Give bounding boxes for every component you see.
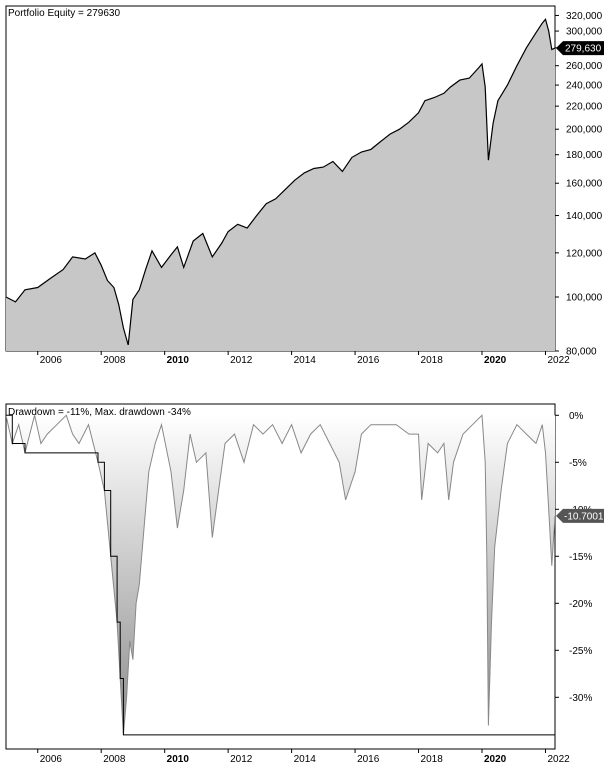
equity-x-tick-label: 2018 bbox=[421, 355, 444, 366]
drawdown-x-tick-label: 2012 bbox=[230, 754, 253, 765]
equity-y-tick-label: 300,000 bbox=[566, 27, 603, 38]
drawdown-x-tick-label: 2010 bbox=[167, 754, 190, 765]
equity-y-tick-label: 260,000 bbox=[566, 61, 603, 72]
drawdown-x-tick-label: 2018 bbox=[421, 754, 444, 765]
equity-line bbox=[6, 18, 555, 346]
drawdown-x-tick-label: 2006 bbox=[40, 754, 63, 765]
equity-title: Portfolio Equity = 279630 bbox=[8, 8, 120, 19]
drawdown-line bbox=[6, 414, 555, 735]
equity-y-tick-label: 240,000 bbox=[566, 81, 603, 92]
drawdown-panel: 0%-5%-10%-15%-20%-25%-30% 20062008201020… bbox=[5, 403, 604, 765]
equity-badge-shape bbox=[556, 41, 604, 56]
equity-panel: 80,000 100,000 120,000 140,000 160,000 180,00… bbox=[5, 5, 604, 366]
equity-y-tick-label: 100,000 bbox=[566, 292, 603, 303]
equity-y-tick-label: 180,000 bbox=[566, 150, 603, 161]
equity-x-axis: 2006 2008 2010 2012 2014 2016 2018 2020 2022 bbox=[37, 351, 570, 366]
equity-marks bbox=[6, 18, 555, 351]
equity-x-tick-label: 2014 bbox=[294, 355, 317, 366]
equity-x-tick-label: 2016 bbox=[357, 355, 380, 366]
drawdown-marks bbox=[6, 414, 555, 736]
equity-x-tick-label: 2008 bbox=[103, 355, 126, 366]
equity-badge-label: 279,630 bbox=[565, 44, 602, 55]
drawdown-last-value-badge: -10.7001 bbox=[556, 508, 604, 523]
drawdown-badge-label: -10.7001 bbox=[564, 511, 604, 522]
drawdown-area bbox=[6, 415, 555, 735]
drawdown-badge-shape bbox=[556, 508, 604, 523]
equity-x-tick-label: 2022 bbox=[547, 355, 570, 366]
drawdown-x-tick-label: 2022 bbox=[547, 754, 570, 765]
equity-y-tick-label: 160,000 bbox=[566, 179, 603, 190]
drawdown-y-tick-label: -15% bbox=[569, 552, 592, 563]
equity-x-tick-label: 2020 bbox=[484, 355, 507, 366]
drawdown-y-tick-label: -20% bbox=[569, 599, 592, 610]
drawdown-plot-frame bbox=[5, 403, 556, 750]
drawdown-y-axis: 0%-5%-10%-15%-20%-25%-30% bbox=[555, 411, 592, 704]
equity-y-tick-label: 200,000 bbox=[566, 125, 603, 136]
equity-y-axis: 80,000 100,000 120,000 140,000 160,000 180,00… bbox=[555, 11, 603, 358]
drawdown-x-tick-label: 2016 bbox=[357, 754, 380, 765]
equity-area bbox=[6, 19, 555, 351]
drawdown-x-tick-label: 2020 bbox=[484, 754, 507, 765]
drawdown-title: Drawdown = -11%, Max. drawdown -34% bbox=[8, 407, 191, 418]
drawdown-y-tick-label: -5% bbox=[569, 458, 587, 469]
equity-y-tick-label: 220,000 bbox=[566, 102, 603, 113]
equity-x-tick-label: 2010 bbox=[167, 355, 190, 366]
equity-y-tick-label: 140,000 bbox=[566, 211, 603, 222]
equity-last-value-badge: 279,630 bbox=[556, 41, 604, 56]
equity-x-tick-label: 2006 bbox=[40, 355, 63, 366]
drawdown-x-tick-label: 2014 bbox=[294, 754, 317, 765]
equity-y-tick-label: 320,000 bbox=[566, 11, 603, 22]
equity-y-tick-label: 120,000 bbox=[566, 248, 603, 259]
drawdown-y-tick-label: 0% bbox=[569, 411, 584, 422]
drawdown-x-axis: 2006 2008 2010 2012 2014 2016 2018 2020 2022 bbox=[37, 749, 570, 765]
equity-x-tick-label: 2012 bbox=[230, 355, 253, 366]
equity-y-tick-label: 80,000 bbox=[566, 347, 597, 358]
drawdown-x-tick-label: 2008 bbox=[103, 754, 126, 765]
drawdown-y-tick-label: -30% bbox=[569, 693, 592, 704]
max-drawdown-line bbox=[6, 414, 555, 736]
drawdown-y-tick-label: -25% bbox=[569, 646, 592, 657]
